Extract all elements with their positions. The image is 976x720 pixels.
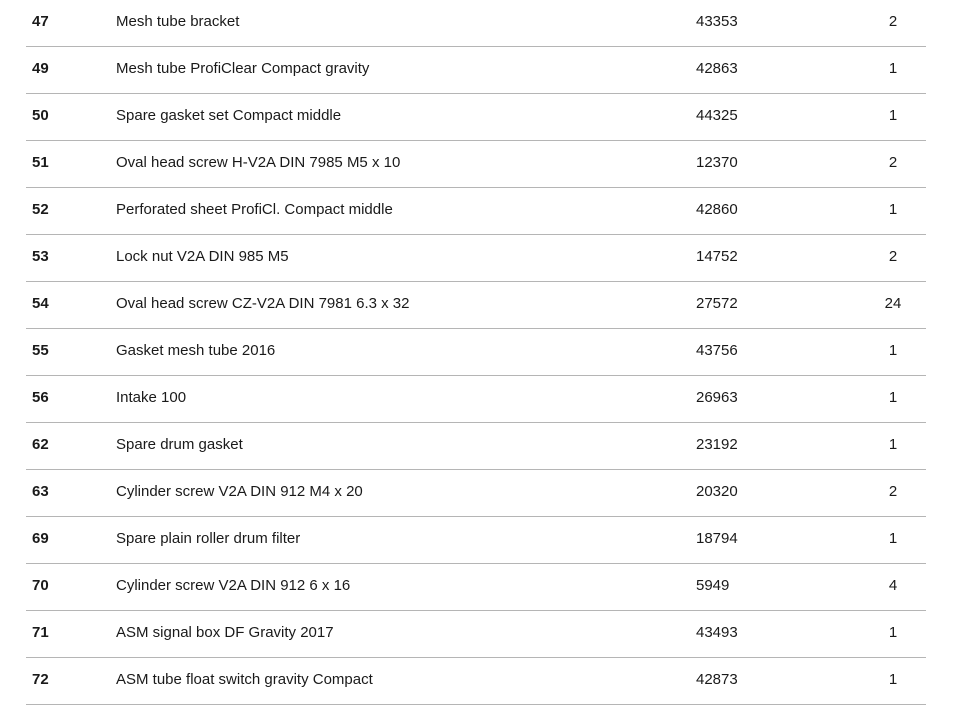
article-number: 18794 bbox=[696, 530, 738, 547]
article-number: 44325 bbox=[696, 107, 738, 124]
part-name: ASM tube float switch gravity Compact bbox=[116, 671, 373, 688]
quantity: 1 bbox=[888, 389, 898, 406]
part-name: Spare plain roller drum filter bbox=[116, 530, 301, 547]
part-name: Mesh tube bracket bbox=[116, 13, 240, 30]
position-number: 55 bbox=[32, 342, 49, 359]
article-number: 43756 bbox=[696, 342, 738, 359]
article-number: 26963 bbox=[696, 389, 738, 406]
table-row: 56 Intake 100 26963 1 bbox=[26, 376, 926, 423]
quantity: 2 bbox=[888, 483, 898, 500]
parts-table: 47 Mesh tube bracket 43353 2 49 Mesh tube Pro… bbox=[26, 0, 926, 705]
part-name: Cylinder screw V2A DIN 912 6 x 16 bbox=[116, 577, 351, 594]
quantity: 1 bbox=[888, 436, 898, 453]
quantity: 1 bbox=[888, 671, 898, 688]
position-number: 69 bbox=[32, 530, 49, 547]
position-number: 63 bbox=[32, 483, 49, 500]
table-row: 62 Spare drum gasket 23192 1 bbox=[26, 423, 926, 470]
quantity: 1 bbox=[888, 530, 898, 547]
table-row: 47 Mesh tube bracket 43353 2 bbox=[26, 0, 926, 47]
table-row: 50 Spare gasket set Compact middle 44325 1 bbox=[26, 94, 926, 141]
quantity: 1 bbox=[888, 60, 898, 77]
article-number: 5949 bbox=[696, 577, 730, 594]
quantity: 4 bbox=[888, 577, 898, 594]
article-number: 43353 bbox=[696, 13, 738, 30]
article-number: 27572 bbox=[696, 295, 738, 312]
article-number: 14752 bbox=[696, 248, 738, 265]
table-row: 51 Oval head screw H-V2A DIN 7985 M5 x 10… bbox=[26, 141, 926, 188]
table-row: 52 Perforated sheet ProfiCl. Compact midd… bbox=[26, 188, 926, 235]
part-name: Spare gasket set Compact middle bbox=[116, 107, 342, 124]
article-number: 42863 bbox=[696, 60, 738, 77]
position-number: 56 bbox=[32, 389, 49, 406]
position-number: 51 bbox=[32, 154, 49, 171]
position-number: 50 bbox=[32, 107, 49, 124]
quantity: 2 bbox=[888, 13, 898, 30]
table-row: 70 Cylinder screw V2A DIN 912 6 x 16 5949 4 bbox=[26, 564, 926, 611]
table-row: 72 ASM tube float switch gravity Compact 4… bbox=[26, 658, 926, 705]
part-name: ASM signal box DF Gravity 2017 bbox=[116, 624, 334, 641]
quantity: 1 bbox=[888, 624, 898, 641]
quantity: 2 bbox=[888, 248, 898, 265]
part-name: Spare drum gasket bbox=[116, 436, 243, 453]
table-row: 53 Lock nut V2A DIN 985 M5 14752 2 bbox=[26, 235, 926, 282]
article-number: 12370 bbox=[696, 154, 738, 171]
position-number: 72 bbox=[32, 671, 49, 688]
position-number: 54 bbox=[32, 295, 49, 312]
part-name: Perforated sheet ProfiCl. Compact middle bbox=[116, 201, 393, 218]
part-name: Intake 100 bbox=[116, 389, 187, 406]
position-number: 52 bbox=[32, 201, 49, 218]
article-number: 42860 bbox=[696, 201, 738, 218]
part-name: Oval head screw H-V2A DIN 7985 M5 x 10 bbox=[116, 154, 401, 171]
table-row: 54 Oval head screw CZ-V2A DIN 7981 6.3 x … bbox=[26, 282, 926, 329]
part-name: Lock nut V2A DIN 985 M5 bbox=[116, 248, 289, 265]
article-number: 20320 bbox=[696, 483, 738, 500]
table-row: 63 Cylinder screw V2A DIN 912 M4 x 20 2032… bbox=[26, 470, 926, 517]
article-number: 42873 bbox=[696, 671, 738, 688]
article-number: 43493 bbox=[696, 624, 738, 641]
position-number: 53 bbox=[32, 248, 49, 265]
part-name: Gasket mesh tube 2016 bbox=[116, 342, 276, 359]
part-name: Cylinder screw V2A DIN 912 M4 x 20 bbox=[116, 483, 363, 500]
part-name: Oval head screw CZ-V2A DIN 7981 6.3 x 32 bbox=[116, 295, 410, 312]
position-number: 47 bbox=[32, 13, 49, 30]
position-number: 62 bbox=[32, 436, 49, 453]
quantity: 1 bbox=[888, 107, 898, 124]
position-number: 71 bbox=[32, 624, 49, 641]
quantity: 1 bbox=[888, 201, 898, 218]
table-row: 69 Spare plain roller drum filter 18794 1 bbox=[26, 517, 926, 564]
position-number: 49 bbox=[32, 60, 49, 77]
article-number: 23192 bbox=[696, 436, 738, 453]
table-row: 71 ASM signal box DF Gravity 2017 43493 1 bbox=[26, 611, 926, 658]
position-number: 70 bbox=[32, 577, 49, 594]
quantity: 24 bbox=[884, 295, 902, 312]
quantity: 2 bbox=[888, 154, 898, 171]
table-row: 49 Mesh tube ProfiClear Compact gravity 42… bbox=[26, 47, 926, 94]
quantity: 1 bbox=[888, 342, 898, 359]
part-name: Mesh tube ProfiClear Compact gravity bbox=[116, 60, 370, 77]
table-row: 55 Gasket mesh tube 2016 43756 1 bbox=[26, 329, 926, 376]
